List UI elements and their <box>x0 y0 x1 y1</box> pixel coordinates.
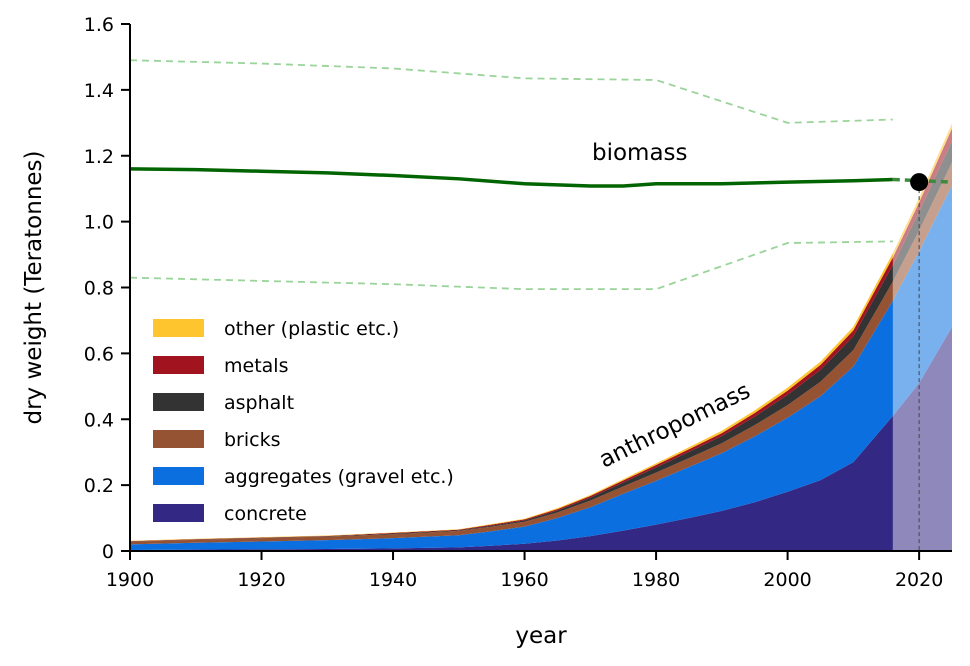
area-aggregates-gravel-etc <box>130 185 952 551</box>
biomass-upper-bound-line <box>129 59 893 124</box>
legend-label-asphalt: asphalt <box>224 392 294 414</box>
x-tick-label: 1900 <box>106 569 154 591</box>
y-tick-label: 0.8 <box>84 278 114 300</box>
legend-label-bricks: bricks <box>224 429 281 451</box>
legend: other (plastic etc.) metals asphalt bricks a… <box>153 318 454 525</box>
biomass-lower-bound-line <box>129 240 893 291</box>
y-axis-title: dry weight (Teratonnes) <box>21 150 47 424</box>
y-tick-label: 0.2 <box>84 475 114 497</box>
y-tick-label: 0.4 <box>84 409 114 431</box>
x-tick-label: 1960 <box>500 569 548 591</box>
x-tick-label: 1980 <box>632 569 680 591</box>
legend-label-other-plastic-etc: other (plastic etc.) <box>224 318 399 340</box>
anthropomass-stacked-areas <box>130 123 952 551</box>
biomass-line <box>129 167 893 188</box>
crossover-point <box>910 173 929 192</box>
legend-swatch-aggregates-gravel-etc <box>153 467 204 485</box>
area-concrete <box>130 327 952 551</box>
legend-swatch-concrete <box>153 504 204 522</box>
legend-swatch-other-plastic-etc <box>153 319 204 337</box>
x-axis-title: year <box>515 623 567 649</box>
legend-swatch-metals <box>153 356 204 374</box>
legend-label-metals: metals <box>224 355 288 377</box>
x-tick-label: 2000 <box>763 569 811 591</box>
x-tick-label: 2020 <box>895 569 943 591</box>
axes: 0 0.2 0.4 0.6 0.8 1.0 1.2 1.4 1.6 1900 1920 1940 196… <box>84 14 952 591</box>
annotation-biomass: biomass <box>592 140 688 166</box>
projection-overlay <box>892 24 952 551</box>
legend-label-concrete: concrete <box>224 503 307 525</box>
x-tick-label: 1940 <box>369 569 417 591</box>
y-tick-label: 1.4 <box>84 80 114 102</box>
y-tick-label: 1.6 <box>84 14 114 36</box>
x-tick-label: 1920 <box>237 569 285 591</box>
y-tick-label: 0.6 <box>84 343 114 365</box>
biomass-series <box>129 59 953 291</box>
y-tick-label: 1.0 <box>84 212 114 234</box>
y-tick-label: 1.2 <box>84 146 114 168</box>
legend-label-aggregates-gravel-etc: aggregates (gravel etc.) <box>224 466 454 488</box>
y-tick-label: 0 <box>102 541 114 563</box>
legend-swatch-asphalt <box>153 393 204 411</box>
legend-swatch-bricks <box>153 430 204 448</box>
